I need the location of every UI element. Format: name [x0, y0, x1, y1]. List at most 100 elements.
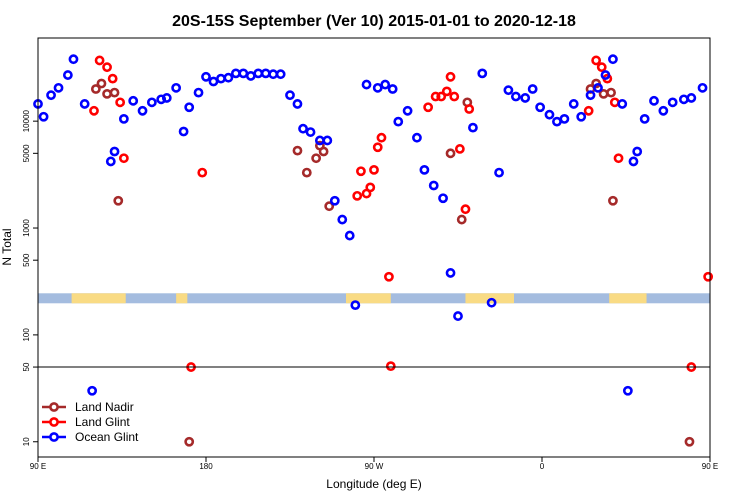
point-ocean-glint: [201, 71, 211, 82]
point-land-glint: [376, 132, 387, 143]
point-land-glint: [423, 102, 434, 113]
point-land-nadir: [608, 195, 618, 206]
point-ocean-glint: [527, 84, 538, 94]
x-tick-label: 90 E: [30, 462, 46, 471]
point-ocean-glint: [285, 90, 295, 101]
plot-frame: [37, 37, 711, 458]
point-land-glint: [596, 62, 607, 73]
point-ocean-glint: [46, 90, 56, 101]
point-ocean-glint: [593, 82, 603, 93]
point-land-glint: [372, 142, 383, 153]
point-land-glint: [441, 86, 452, 97]
point-ocean-glint: [559, 113, 570, 124]
legend-label-land-glint: Land Glint: [75, 415, 130, 429]
point-ocean-glint: [361, 79, 372, 90]
point-ocean-glint: [667, 97, 678, 108]
point-ocean-glint: [230, 68, 241, 79]
point-land-glint: [454, 144, 465, 154]
point-land-glint: [94, 55, 105, 66]
point-ocean-glint: [62, 70, 73, 80]
point-ocean-glint: [184, 102, 195, 113]
x-axis-label: Longitude (deg E): [326, 477, 421, 491]
point-ocean-glint: [576, 111, 587, 122]
data-band: [38, 293, 710, 304]
point-ocean-glint: [697, 82, 708, 93]
point-land-nadir: [311, 153, 322, 164]
point-land-nadir: [109, 87, 120, 98]
band-land-2: [346, 293, 391, 304]
legend-marker-land-nadir: [49, 402, 59, 412]
point-land-nadir: [90, 84, 101, 94]
point-ocean-glint: [608, 54, 618, 65]
point-ocean-glint: [649, 95, 659, 106]
point-ocean-glint: [118, 113, 129, 124]
point-land-glint: [445, 71, 456, 82]
point-land-glint: [449, 91, 460, 102]
point-ocean-glint: [268, 69, 279, 80]
point-ocean-glint: [87, 385, 98, 396]
point-ocean-glint: [208, 76, 219, 87]
point-land-glint: [385, 361, 396, 372]
point-land-nadir: [96, 78, 107, 89]
point-ocean-glint: [137, 105, 148, 116]
point-ocean-glint: [402, 105, 413, 116]
point-land-glint: [115, 97, 126, 108]
legend-marker-land-glint: [49, 417, 59, 427]
point-ocean-glint: [193, 87, 204, 98]
point-land-nadir: [318, 146, 329, 157]
legend-marker-ocean-glint: [49, 432, 59, 442]
point-ocean-glint: [146, 97, 157, 108]
y-tick-label: 10000: [22, 109, 31, 132]
point-ocean-glint: [298, 123, 308, 134]
x-tick-label: 90 W: [365, 462, 384, 471]
point-ocean-glint: [161, 93, 172, 103]
point-land-glint: [89, 105, 99, 116]
point-ocean-glint: [337, 214, 348, 225]
band-land-1: [176, 293, 188, 304]
x-axis: 90 E 180 90 W 0 90 E: [30, 457, 718, 471]
point-land-glint: [609, 97, 620, 108]
point-ocean-glint: [128, 95, 139, 106]
point-land-glint: [436, 91, 447, 102]
point-land-glint: [583, 105, 594, 116]
point-land-glint: [613, 153, 624, 164]
y-tick-label: 5000: [22, 144, 31, 162]
point-land-glint: [464, 104, 475, 114]
band-land-0: [71, 293, 126, 304]
point-ocean-glint: [275, 69, 286, 80]
point-land-glint: [430, 91, 441, 102]
y-tick-label: 100: [22, 328, 31, 342]
point-ocean-glint: [305, 127, 316, 137]
data-points: [33, 54, 714, 447]
point-ocean-glint: [68, 54, 79, 65]
point-ocean-glint: [639, 113, 650, 124]
point-ocean-glint: [568, 99, 579, 109]
point-ocean-glint: [632, 146, 643, 157]
point-land-glint: [102, 62, 112, 73]
point-ocean-glint: [216, 73, 226, 84]
point-land-nadir: [684, 436, 695, 447]
point-land-glint: [703, 271, 714, 282]
chart-title: 20S-15S September (Ver 10) 2015-01-01 to…: [172, 13, 576, 30]
point-ocean-glint: [535, 102, 546, 113]
point-land-glint: [197, 167, 208, 178]
point-ocean-glint: [253, 68, 264, 79]
point-land-nadir: [324, 201, 335, 212]
point-ocean-glint: [510, 91, 521, 102]
point-ocean-glint: [419, 164, 430, 175]
band-land-4: [609, 293, 647, 304]
point-ocean-glint: [322, 135, 333, 146]
point-ocean-glint: [380, 79, 391, 90]
point-ocean-glint: [678, 94, 689, 105]
point-ocean-glint: [468, 122, 478, 133]
point-ocean-glint: [503, 85, 514, 96]
point-ocean-glint: [171, 82, 182, 93]
point-ocean-glint: [387, 84, 398, 94]
point-land-nadir: [113, 195, 124, 206]
point-ocean-glint: [260, 68, 271, 79]
point-ocean-glint: [105, 156, 116, 167]
point-ocean-glint: [393, 116, 404, 127]
point-ocean-glint: [109, 146, 120, 157]
